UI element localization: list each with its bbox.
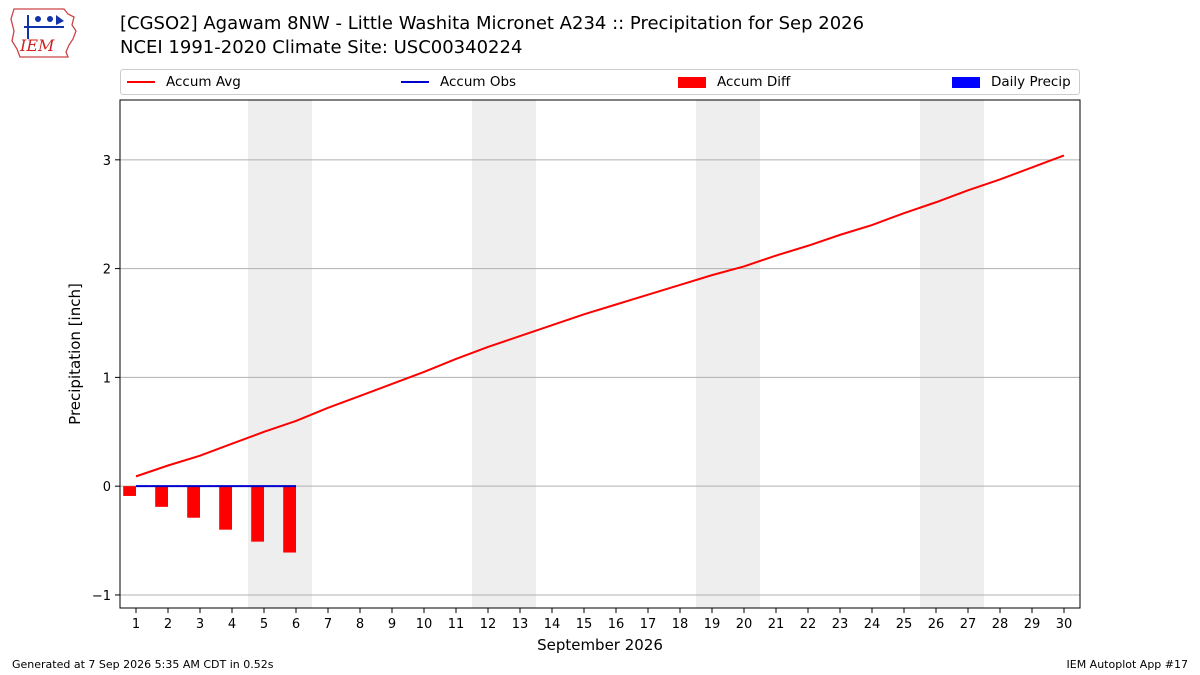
x-tick-label: 13 bbox=[512, 617, 529, 632]
weekend-shade bbox=[472, 100, 536, 608]
accum-diff-bar bbox=[251, 486, 264, 542]
legend-item-daily-precip: Daily Precip bbox=[952, 70, 1071, 94]
x-tick-label: 12 bbox=[480, 617, 497, 632]
chart-title: [CGSO2] Agawam 8NW - Little Washita Micr… bbox=[120, 13, 865, 34]
legend-swatch bbox=[127, 81, 155, 83]
y-tick-label: 3 bbox=[103, 154, 111, 169]
x-tick-label: 5 bbox=[260, 617, 268, 632]
x-tick-label: 19 bbox=[704, 617, 721, 632]
legend-swatch bbox=[401, 81, 429, 83]
x-tick-label: 28 bbox=[992, 617, 1009, 632]
x-tick-label: 17 bbox=[640, 617, 657, 632]
legend-label: Daily Precip bbox=[991, 74, 1071, 90]
x-tick-label: 25 bbox=[896, 617, 913, 632]
x-tick-label: 10 bbox=[416, 617, 433, 632]
x-tick-label: 6 bbox=[292, 617, 300, 632]
x-tick-label: 11 bbox=[448, 617, 465, 632]
accum-diff-bar bbox=[219, 486, 232, 530]
weekend-shade bbox=[920, 100, 984, 608]
x-tick-label: 27 bbox=[960, 617, 977, 632]
y-tick-label: 2 bbox=[103, 263, 111, 278]
x-tick-label: 2 bbox=[164, 617, 172, 632]
legend-swatch bbox=[952, 76, 980, 88]
x-tick-label: 9 bbox=[388, 617, 396, 632]
legend-item-accum-diff: Accum Diff bbox=[678, 70, 790, 94]
x-tick-label: 8 bbox=[356, 617, 364, 632]
legend-label: Accum Obs bbox=[440, 74, 517, 90]
generated-note: Generated at 7 Sep 2026 5:35 AM CDT in 0… bbox=[12, 658, 274, 671]
x-axis-label: September 2026 bbox=[537, 636, 663, 654]
x-tick-label: 26 bbox=[928, 617, 945, 632]
x-tick-label: 23 bbox=[832, 617, 849, 632]
x-tick-label: 15 bbox=[576, 617, 593, 632]
x-tick-label: 22 bbox=[800, 617, 817, 632]
x-tick-label: 7 bbox=[324, 617, 332, 632]
legend-item-accum-avg: Accum Avg bbox=[127, 70, 241, 94]
y-tick-label: 1 bbox=[103, 371, 111, 386]
accum-avg-line bbox=[135, 154, 1065, 478]
y-axis-label: Precipitation [inch] bbox=[66, 283, 84, 425]
y-tick-label: −1 bbox=[92, 589, 111, 604]
x-tick-label: 4 bbox=[228, 617, 236, 632]
legend-label: Accum Diff bbox=[717, 74, 791, 90]
accum-diff-bar bbox=[187, 486, 200, 518]
accum-diff-bar bbox=[123, 486, 136, 496]
x-tick-label: 24 bbox=[864, 617, 881, 632]
legend: Accum Avg Accum Obs Accum Diff Daily Pre… bbox=[120, 69, 1080, 95]
accum-diff-bar bbox=[283, 486, 296, 553]
chart-subtitle: NCEI 1991-2020 Climate Site: USC00340224 bbox=[120, 37, 523, 58]
iem-logo: IEM bbox=[10, 8, 77, 58]
app-note: IEM Autoplot App #17 bbox=[1066, 658, 1189, 671]
x-tick-label: 1 bbox=[132, 617, 140, 632]
x-tick-label: 18 bbox=[672, 617, 689, 632]
plot-frame bbox=[119, 99, 1081, 609]
y-tick-label: 0 bbox=[103, 480, 111, 495]
x-tick-label: 16 bbox=[608, 617, 625, 632]
x-tick-label: 30 bbox=[1056, 617, 1073, 632]
x-tick-label: 29 bbox=[1024, 617, 1041, 632]
x-tick-label: 3 bbox=[196, 617, 204, 632]
logo-text: IEM bbox=[19, 36, 55, 55]
x-tick-label: 14 bbox=[544, 617, 561, 632]
legend-item-accum-obs: Accum Obs bbox=[401, 70, 516, 94]
x-tick-label: 21 bbox=[768, 617, 785, 632]
weekend-shade bbox=[696, 100, 760, 608]
x-tick-label: 20 bbox=[736, 617, 753, 632]
legend-swatch bbox=[678, 76, 706, 88]
legend-label: Accum Avg bbox=[166, 74, 241, 90]
accum-diff-bar bbox=[155, 486, 168, 507]
